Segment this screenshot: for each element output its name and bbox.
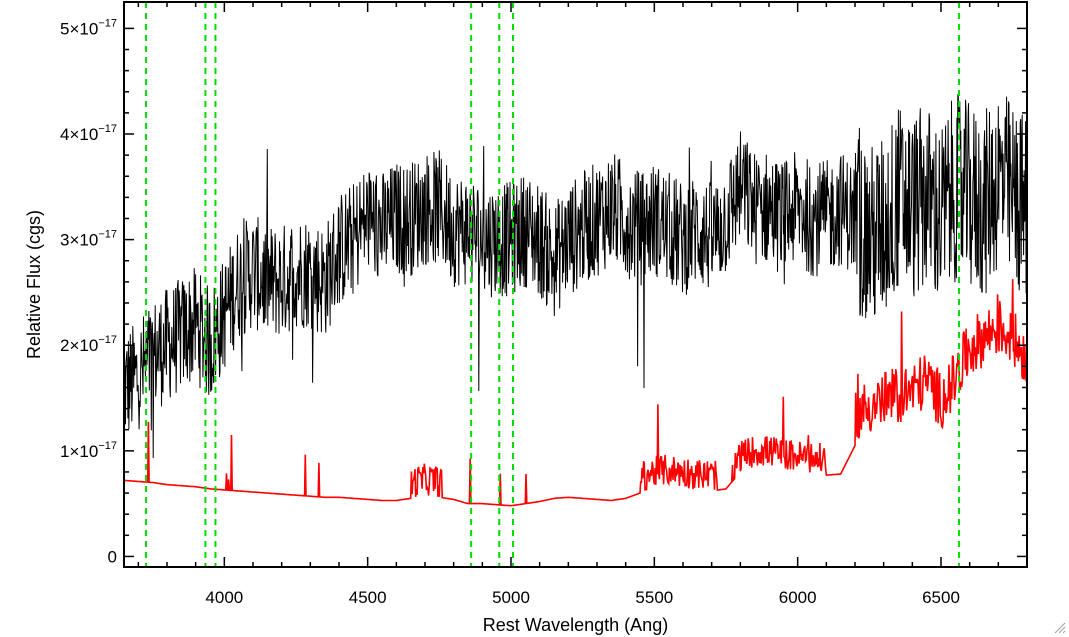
y-tick-label: 4×10−17 xyxy=(60,123,117,144)
y-tick-label: 0 xyxy=(108,547,117,566)
y-axis-title: Relative Flux (cgs) xyxy=(24,210,44,359)
x-tick-label: 5000 xyxy=(492,588,530,607)
axis-ticks: 4000 4500 5000 5500 6000 6500 0 1×10−17 2×10−17 3… xyxy=(60,2,1028,607)
x-tick-label: 4000 xyxy=(205,588,243,607)
x-tick-label: 6500 xyxy=(922,588,960,607)
series-layer xyxy=(123,94,1028,507)
y-tick-label: 1×10−17 xyxy=(60,440,117,461)
x-tick-label: 6000 xyxy=(779,588,817,607)
x-tick-label: 5500 xyxy=(635,588,673,607)
y-tick-label: 5×10−17 xyxy=(60,17,117,38)
x-axis-title: Rest Wavelength (Ang) xyxy=(483,615,668,635)
model-series-line xyxy=(123,279,1028,507)
spectrum-series-line xyxy=(123,94,1027,459)
y-tick-label: 2×10−17 xyxy=(60,334,117,355)
x-tick-label: 4500 xyxy=(349,588,387,607)
y-tick-label: 3×10−17 xyxy=(60,229,117,250)
resize-grip-icon[interactable] xyxy=(1054,622,1066,634)
plot-frame xyxy=(123,1,1028,568)
